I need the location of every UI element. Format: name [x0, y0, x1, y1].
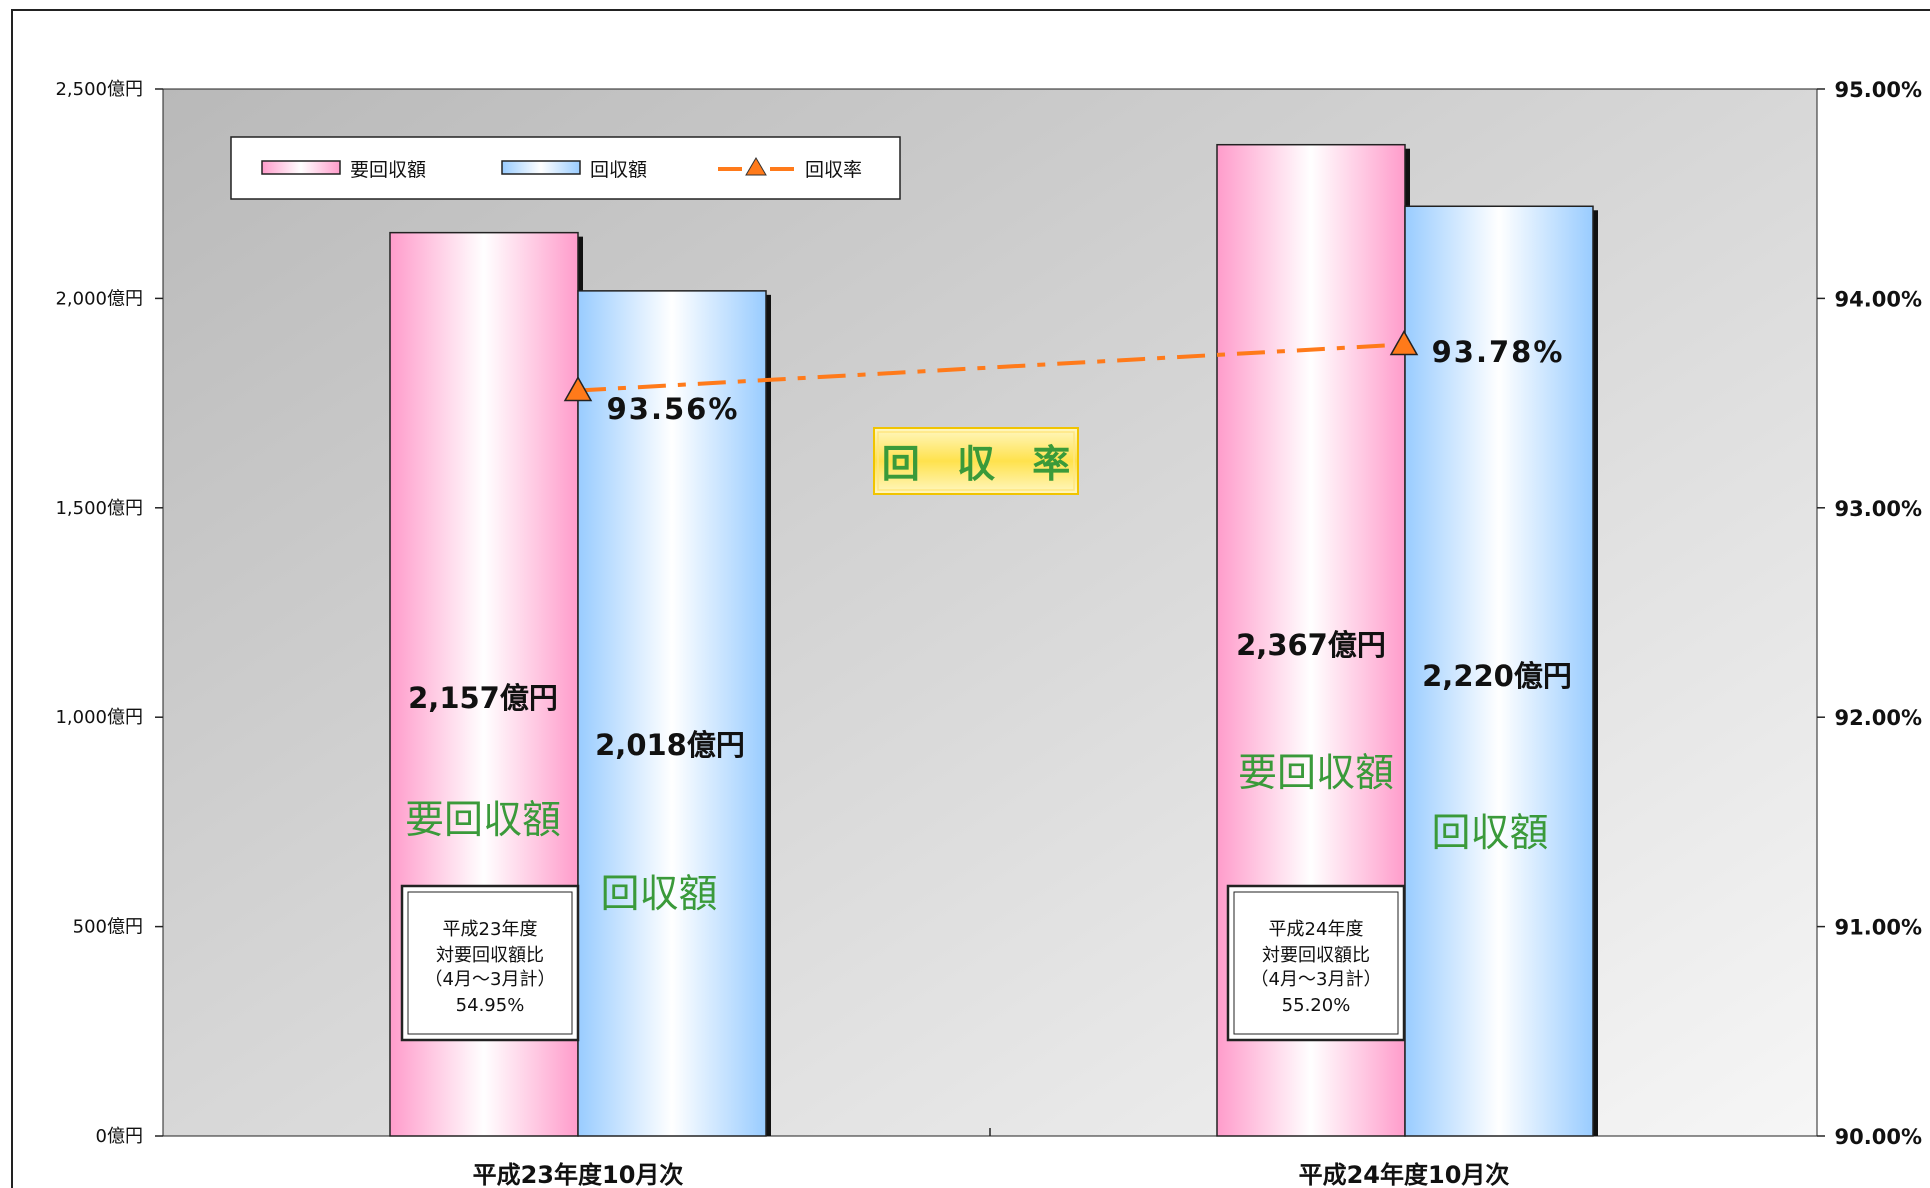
note-line: （4月～3月計） — [1251, 969, 1382, 990]
note-frame-inner — [1233, 891, 1399, 1035]
rate-badge-inner — [877, 431, 1075, 491]
bar-series-label: 回収額 — [600, 872, 717, 917]
legend: 要回収額 回収額 回収率 — [230, 136, 901, 200]
note-line: 54.95% — [456, 995, 525, 1016]
left-axis-tick-label: 1,000億円 — [55, 707, 143, 728]
left-axis: 0億円 500億円 1,000億円 1,500億円 2,000億円 2,500億円 — [55, 79, 163, 1147]
note-frame-outer — [400, 884, 580, 1042]
category-label: 平成23年度10月次 — [473, 1161, 684, 1188]
rate-marker-triangle — [1389, 329, 1419, 356]
note-line: 平成23年度 — [443, 919, 538, 940]
rate-value-label: 93.78% — [1432, 335, 1565, 369]
rate-line — [577, 342, 1405, 393]
legend-label-required: 要回収額 — [350, 159, 426, 181]
left-axis-tick-label: 0億円 — [96, 1126, 143, 1147]
category-axis: 平成23年度10月次 平成24年度10月次 — [473, 1128, 1510, 1188]
rate-marker-triangle — [563, 376, 593, 402]
right-axis-tick-label: 95.00% — [1835, 78, 1922, 102]
note-box-2011: 平成23年度 対要回収額比 （4月～3月計） 54.95% — [400, 884, 580, 1042]
bar-value-label: 2,367億円 — [1236, 628, 1386, 662]
legend-label-collected: 回収額 — [590, 159, 647, 181]
bar-value-label: 2,220億円 — [1422, 659, 1572, 693]
legend-swatch-collected — [501, 160, 581, 175]
legend-label-rate: 回収率 — [805, 159, 862, 181]
right-axis-tick-label: 94.00% — [1835, 287, 1922, 311]
left-axis-tick-label: 500億円 — [73, 917, 143, 938]
note-frame-outer — [1226, 884, 1406, 1042]
note-line: 対要回収額比 — [1262, 945, 1370, 966]
note-frame-inner — [407, 891, 573, 1035]
note-box-2012: 平成24年度 対要回収額比 （4月～3月計） 55.20% — [1226, 884, 1406, 1042]
bar-series-label: 回収額 — [1431, 811, 1548, 856]
bar-series-label: 要回収額 — [405, 798, 561, 843]
rate-badge-box — [873, 427, 1079, 495]
rate-badge-label: 回 収 率 — [882, 442, 1082, 486]
bar-collected — [1404, 205, 1594, 1137]
note-line: 平成24年度 — [1269, 919, 1364, 940]
rate-line-group: 93.56% 93.78% — [563, 329, 1565, 426]
rate-value-label: 93.56% — [607, 392, 740, 426]
note-line: 55.20% — [1282, 995, 1351, 1016]
note-line: （4月～3月計） — [425, 969, 556, 990]
right-axis-tick-label: 91.00% — [1835, 916, 1922, 940]
left-axis-tick-label: 2,000億円 — [55, 288, 143, 309]
category-label: 平成24年度10月次 — [1299, 1161, 1510, 1188]
note-line: 対要回収額比 — [436, 945, 544, 966]
bar-collected — [577, 290, 767, 1137]
right-axis: 90.00% 91.00% 92.00% 93.00% 94.00% 95.00% — [1817, 78, 1922, 1149]
bar-series-label: 要回収額 — [1238, 751, 1394, 796]
left-axis-tick-label: 2,500億円 — [55, 79, 143, 100]
right-axis-tick-label: 93.00% — [1835, 497, 1922, 521]
left-axis-tick-label: 1,500億円 — [55, 498, 143, 519]
bar-value-label: 2,157億円 — [408, 681, 558, 715]
right-axis-tick-label: 92.00% — [1835, 706, 1922, 730]
right-axis-tick-label: 90.00% — [1835, 1125, 1922, 1149]
legend-swatch-required — [261, 160, 341, 175]
rate-badge: 回 収 率 — [873, 427, 1082, 495]
chart-frame — [11, 9, 1930, 1188]
legend-triangle-icon — [745, 157, 767, 176]
bar-value-label: 2,018億円 — [595, 728, 745, 762]
